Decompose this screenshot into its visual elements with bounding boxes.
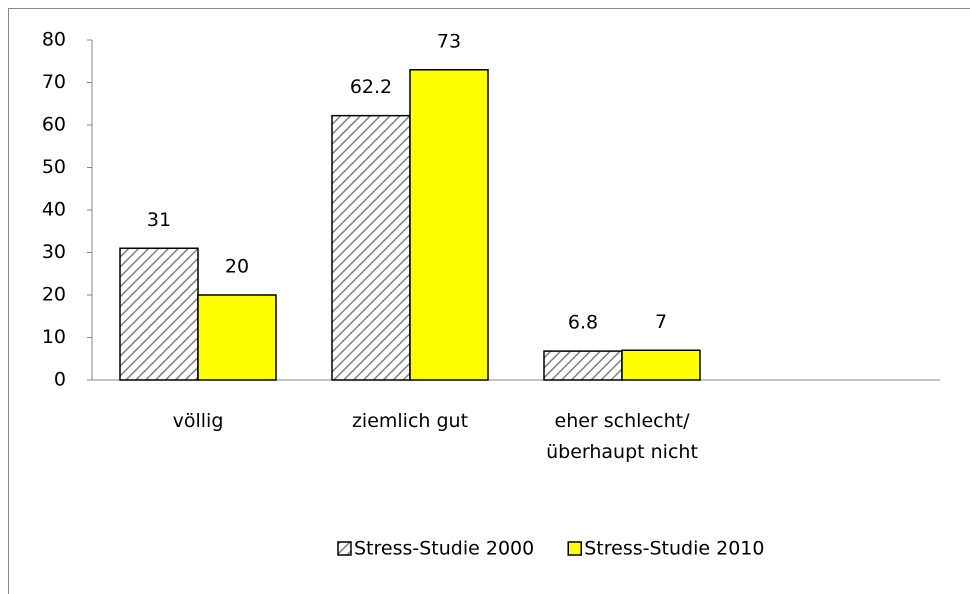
y-tick-label: 50	[42, 156, 66, 178]
bar	[543, 350, 623, 381]
data-label: 73	[437, 30, 461, 52]
y-tick-label: 30	[42, 241, 66, 263]
data-label: 62.2	[350, 76, 392, 98]
y-tick-label: 60	[42, 114, 66, 136]
bar	[197, 294, 277, 381]
bar	[331, 114, 411, 381]
y-tick-label: 70	[42, 71, 66, 93]
legend-label: Stress-Studie 2000	[354, 538, 534, 560]
x-tick-label: ziemlich gut	[351, 410, 469, 432]
x-tick-label: eher schlecht/überhaupt nicht	[546, 410, 698, 463]
legend-swatch	[567, 541, 582, 556]
chart-border	[8, 8, 970, 594]
y-tick-label: 0	[54, 369, 66, 391]
y-tick-label: 20	[42, 284, 66, 306]
x-tick-label: völlig	[172, 410, 224, 432]
y-tick-label: 40	[42, 199, 66, 221]
bar	[119, 247, 199, 381]
y-tick-label: 10	[42, 326, 66, 348]
y-tick-label: 80	[42, 29, 66, 51]
bar	[621, 349, 701, 381]
data-label: 31	[147, 209, 171, 231]
data-label: 7	[655, 311, 667, 333]
data-label: 6.8	[568, 312, 598, 334]
data-label: 20	[225, 256, 249, 278]
legend-swatch	[337, 541, 352, 556]
bar	[409, 69, 489, 381]
legend-label: Stress-Studie 2010	[584, 538, 764, 560]
